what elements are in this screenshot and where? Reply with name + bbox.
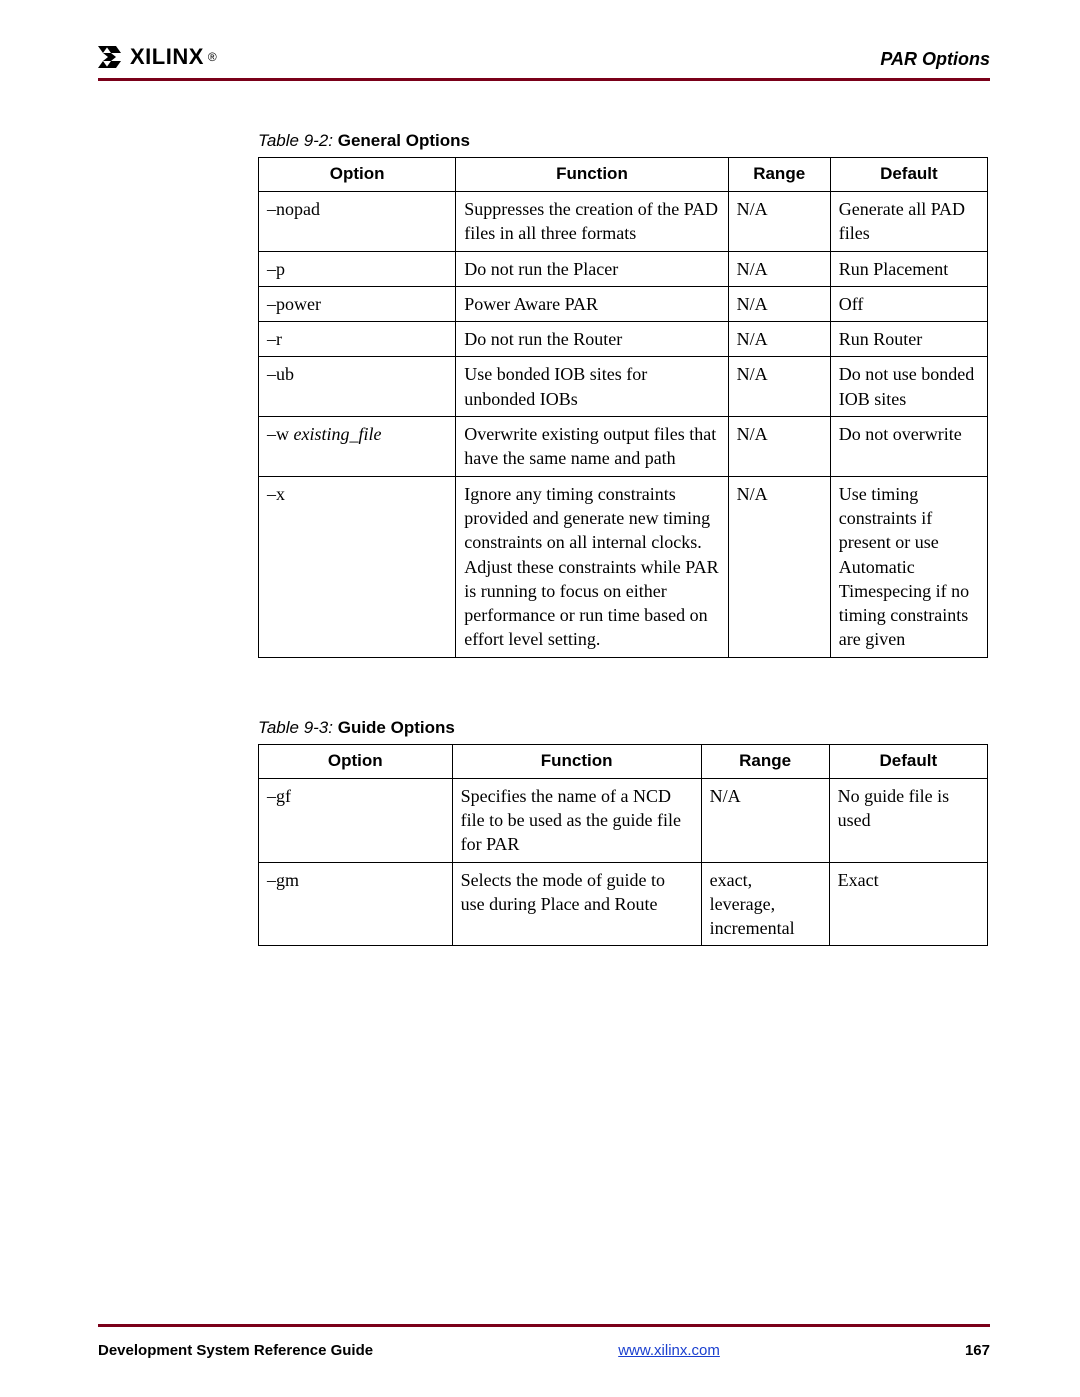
cell-range: N/A	[701, 778, 829, 862]
cell-range: N/A	[728, 417, 830, 477]
table-caption: Table 9-2: General Options	[258, 131, 990, 151]
cell-range: exact, leverage, incremental	[701, 862, 829, 946]
cell-range: N/A	[728, 322, 830, 357]
cell-option-prefix: –w	[267, 424, 294, 444]
col-header-function: Function	[456, 158, 728, 192]
cell-range: N/A	[728, 286, 830, 321]
brand-logo: XILINX ®	[98, 44, 217, 70]
table-header-row: Option Function Range Default	[259, 158, 988, 192]
table-row: –p Do not run the Placer N/A Run Placeme…	[259, 251, 988, 286]
cell-option: –nopad	[259, 191, 456, 251]
col-header-range: Range	[728, 158, 830, 192]
cell-function: Overwrite existing output files that hav…	[456, 417, 728, 477]
cell-function: Specifies the name of a NCD file to be u…	[452, 778, 701, 862]
cell-range: N/A	[728, 251, 830, 286]
cell-option: –gf	[259, 778, 453, 862]
col-header-default: Default	[830, 158, 987, 192]
table-row: –x Ignore any timing constraints provide…	[259, 476, 988, 657]
cell-option: –p	[259, 251, 456, 286]
cell-option: –r	[259, 322, 456, 357]
page-header: XILINX ® PAR Options	[98, 44, 990, 76]
caption-title: General Options	[338, 131, 470, 150]
cell-default: Use timing constraints if present or use…	[830, 476, 987, 657]
col-header-option: Option	[259, 744, 453, 778]
page-footer: Development System Reference Guide www.x…	[98, 1342, 990, 1359]
cell-function: Ignore any timing constraints provided a…	[456, 476, 728, 657]
caption-title: Guide Options	[338, 718, 455, 737]
cell-range: N/A	[728, 191, 830, 251]
caption-prefix: Table 9-3:	[258, 718, 333, 737]
page-number: 167	[965, 1342, 990, 1359]
caption-prefix: Table 9-2:	[258, 131, 333, 150]
cell-option: –ub	[259, 357, 456, 417]
col-header-function: Function	[452, 744, 701, 778]
general-options-table: Option Function Range Default –nopad Sup…	[258, 157, 988, 658]
cell-function: Use bonded IOB sites for unbonded IOBs	[456, 357, 728, 417]
table-row: –w existing_file Overwrite existing outp…	[259, 417, 988, 477]
cell-function: Selects the mode of guide to use during …	[452, 862, 701, 946]
col-header-range: Range	[701, 744, 829, 778]
cell-default: Generate all PAD files	[830, 191, 987, 251]
table-row: –gm Selects the mode of guide to use dur…	[259, 862, 988, 946]
cell-default: Run Placement	[830, 251, 987, 286]
section-title: PAR Options	[880, 49, 990, 70]
brand-name: XILINX	[130, 44, 204, 70]
table-row: –nopad Suppresses the creation of the PA…	[259, 191, 988, 251]
footer-rule	[98, 1324, 990, 1327]
table-row: –power Power Aware PAR N/A Off	[259, 286, 988, 321]
cell-range: N/A	[728, 357, 830, 417]
registered-icon: ®	[208, 50, 217, 64]
cell-function: Do not run the Router	[456, 322, 728, 357]
footer-guide-title: Development System Reference Guide	[98, 1342, 373, 1359]
cell-option: –power	[259, 286, 456, 321]
table-row: –ub Use bonded IOB sites for unbonded IO…	[259, 357, 988, 417]
cell-default: Do not use bonded IOB sites	[830, 357, 987, 417]
cell-option-arg: existing_file	[294, 424, 382, 444]
footer-link[interactable]: www.xilinx.com	[618, 1342, 720, 1359]
cell-range: N/A	[728, 476, 830, 657]
cell-option: –gm	[259, 862, 453, 946]
cell-option: –x	[259, 476, 456, 657]
xilinx-mark-icon	[98, 46, 126, 68]
table-row: –gf Specifies the name of a NCD file to …	[259, 778, 988, 862]
table-caption: Table 9-3: Guide Options	[258, 718, 990, 738]
table-row: –r Do not run the Router N/A Run Router	[259, 322, 988, 357]
header-rule	[98, 78, 990, 81]
cell-default: Off	[830, 286, 987, 321]
cell-default: Do not overwrite	[830, 417, 987, 477]
col-header-default: Default	[829, 744, 987, 778]
table-header-row: Option Function Range Default	[259, 744, 988, 778]
doc-page: XILINX ® PAR Options Table 9-2: General …	[0, 0, 1080, 1397]
cell-default: No guide file is used	[829, 778, 987, 862]
cell-default: Exact	[829, 862, 987, 946]
col-header-option: Option	[259, 158, 456, 192]
cell-function: Suppresses the creation of the PAD files…	[456, 191, 728, 251]
cell-default: Run Router	[830, 322, 987, 357]
guide-options-table: Option Function Range Default –gf Specif…	[258, 744, 988, 947]
cell-option: –w existing_file	[259, 417, 456, 477]
cell-function: Power Aware PAR	[456, 286, 728, 321]
cell-function: Do not run the Placer	[456, 251, 728, 286]
